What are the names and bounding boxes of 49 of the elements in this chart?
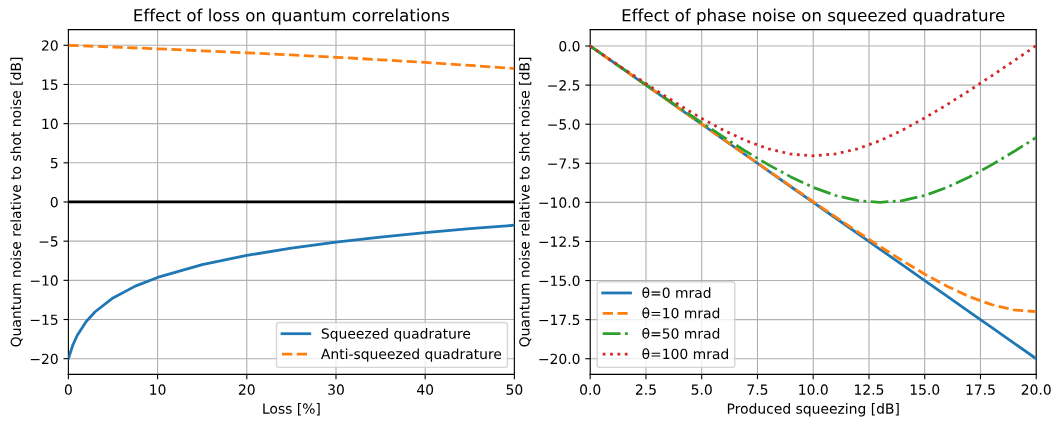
y-axis-title: Quantum noise relative to shot noise [dB] — [10, 57, 23, 347]
y-tick-label: −12.5 — [539, 236, 580, 247]
y-tick-label: 0 — [50, 196, 58, 208]
y-tick-label: −2.5 — [548, 80, 580, 91]
legend-label: θ=100 mrad — [642, 348, 728, 360]
legend-label: θ=50 mrad — [642, 327, 720, 339]
x-tick-label: 2.5 — [635, 384, 656, 395]
x-tick-label: 12.5 — [855, 384, 884, 395]
y-tick-label: −17.5 — [539, 314, 580, 326]
x-tick-label: 30 — [328, 384, 344, 395]
x-tick-label: 40 — [417, 384, 434, 395]
y-tick-label: −20.0 — [539, 353, 580, 365]
x-tick-label: 10.0 — [799, 384, 828, 395]
y-tick-label: −5.0 — [548, 119, 580, 130]
y-tick-label: −15.0 — [539, 275, 580, 287]
legend-label: Anti-squeezed quadrature — [321, 348, 502, 362]
y-tick-label: 20 — [42, 40, 58, 51]
x-tick-label: 17.5 — [966, 384, 995, 395]
legend-label: θ=0 mrad — [642, 287, 711, 299]
x-axis-title: Loss [%] — [263, 403, 320, 416]
x-tick-label: 20.0 — [1021, 384, 1051, 395]
y-tick-label: −5 — [39, 236, 58, 247]
x-tick-label: 15.0 — [910, 384, 940, 395]
x-tick-label: 20 — [238, 384, 255, 395]
y-tick-label: −15 — [30, 314, 58, 325]
x-tick-label: 7.5 — [747, 384, 768, 395]
y-tick-label: 0.0 — [559, 40, 580, 52]
line-series — [68, 43, 515, 70]
y-tick-label: −10.0 — [539, 197, 580, 208]
chart-title: Effect of phase noise on squeezed quadrature — [622, 8, 1005, 25]
x-axis-title: Produced squeezing [dB] — [727, 403, 899, 417]
x-tick-label: 0.0 — [580, 384, 601, 395]
y-tick-label: 15 — [42, 79, 58, 90]
x-tick-label: 50 — [506, 384, 523, 395]
line-series — [590, 44, 1037, 204]
x-tick-label: 5.0 — [691, 384, 712, 395]
y-axis-title: Quantum noise relative to shot noise [dB] — [518, 57, 532, 347]
legend-label: Squeezed quadrature — [321, 328, 471, 342]
x-tick-label: 0 — [64, 384, 72, 395]
legend-label: θ=10 mrad — [642, 307, 720, 319]
y-tick-label: 10 — [42, 118, 58, 130]
line-series — [590, 44, 1037, 158]
y-tick-label: 5 — [50, 157, 58, 169]
y-tick-label: −7.5 — [548, 158, 580, 169]
chart-title: Effect of loss on quantum correlations — [134, 8, 450, 25]
y-tick-label: −10 — [30, 275, 58, 286]
x-tick-label: 10 — [150, 384, 166, 395]
y-tick-label: −20 — [30, 353, 58, 365]
line-series — [68, 223, 515, 361]
